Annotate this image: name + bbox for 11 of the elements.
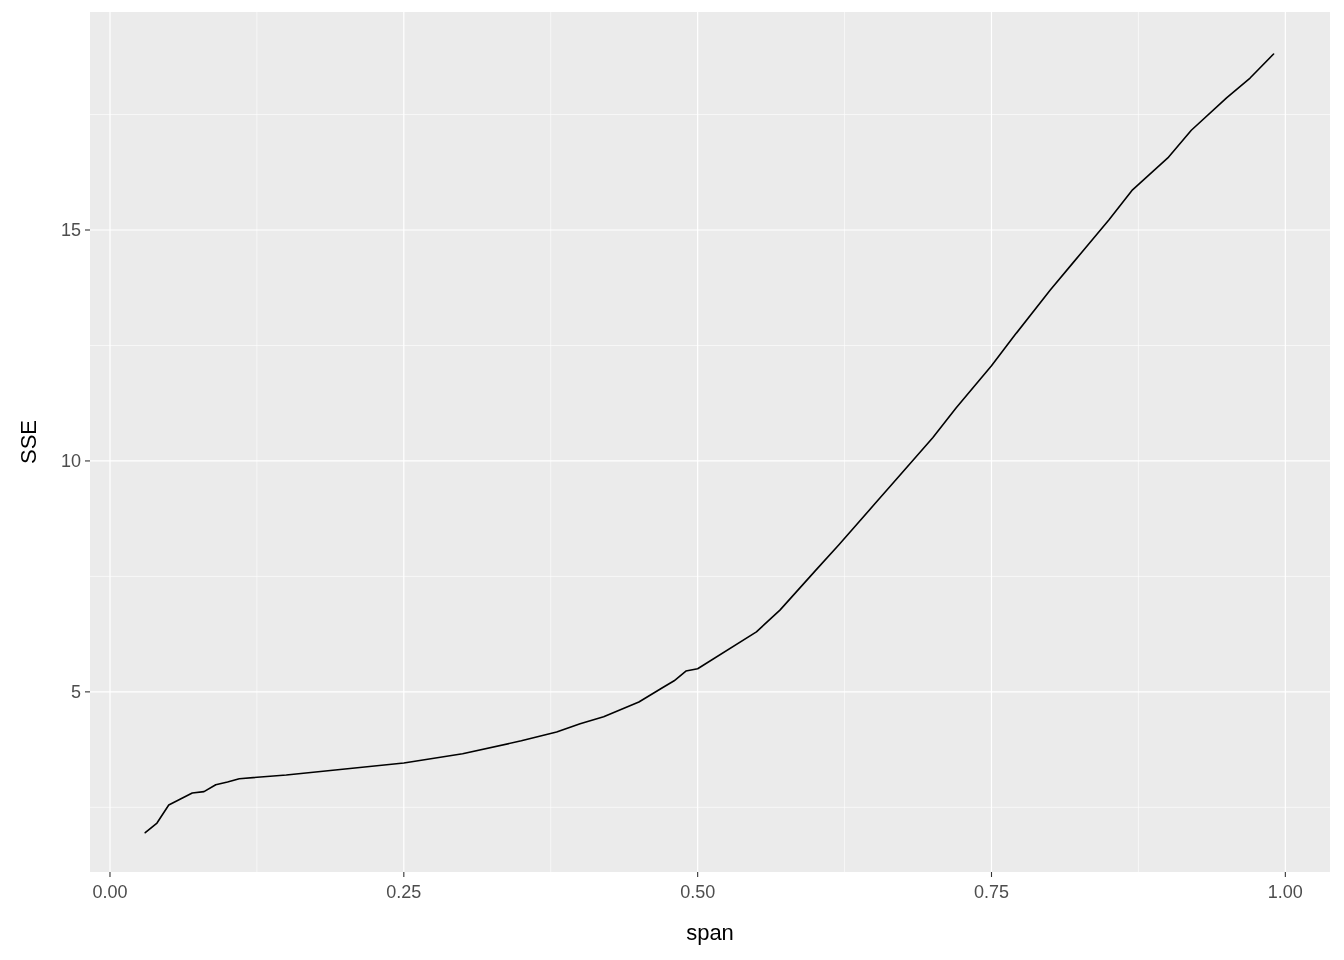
y-tick-label: 5 <box>70 682 81 703</box>
x-tick-label: 1.00 <box>1267 882 1303 902</box>
y-axis-title: SSE <box>16 419 41 465</box>
line-series <box>144 53 1275 834</box>
x-tick-label: 0.00 <box>92 882 128 902</box>
x-axis-title: span <box>686 920 734 945</box>
x-tick-label: 0.75 <box>973 882 1010 902</box>
y-tick-label: 15 <box>60 220 81 241</box>
y-tick-label: 10 <box>60 451 81 472</box>
x-tick-label: 0.50 <box>680 882 716 902</box>
x-tick-label: 0.25 <box>386 882 422 902</box>
